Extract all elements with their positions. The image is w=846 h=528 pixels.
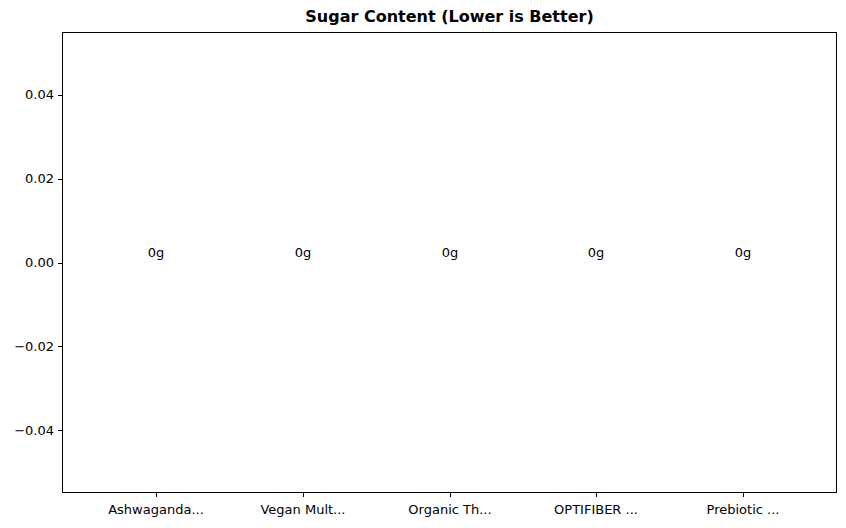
y-axis-tick-label: 0.04 (0, 87, 54, 102)
x-axis-tick (596, 493, 597, 497)
x-axis-tick (743, 493, 744, 497)
y-axis-tick (58, 346, 62, 347)
y-axis-tick-label: 0.00 (0, 255, 54, 270)
y-axis-tick (58, 95, 62, 96)
x-axis-category-label: OPTIFIBER ... (516, 502, 676, 517)
x-axis-tick (450, 493, 451, 497)
chart-title: Sugar Content (Lower is Better) (62, 7, 837, 26)
x-axis-category-label: Organic Th... (370, 502, 530, 517)
bar-value-label: 0g (703, 245, 783, 260)
y-axis-tick-label: 0.02 (0, 171, 54, 186)
plot-area (62, 32, 837, 493)
x-axis-tick (303, 493, 304, 497)
bar-value-label: 0g (116, 245, 196, 260)
y-axis-tick-label: −0.02 (0, 339, 54, 354)
y-axis-tick (58, 263, 62, 264)
bar-value-label: 0g (410, 245, 490, 260)
x-axis-tick (156, 493, 157, 497)
x-axis-category-label: Ashwaganda... (76, 502, 236, 517)
y-axis-tick-label: −0.04 (0, 423, 54, 438)
x-axis-category-label: Prebiotic ... (663, 502, 823, 517)
figure: Sugar Content (Lower is Better) 0.04 0.02… (0, 0, 846, 528)
bar-value-label: 0g (263, 245, 343, 260)
y-axis-tick (58, 430, 62, 431)
x-axis-category-label: Vegan Mult... (223, 502, 383, 517)
y-axis-tick (58, 179, 62, 180)
bar-value-label: 0g (556, 245, 636, 260)
